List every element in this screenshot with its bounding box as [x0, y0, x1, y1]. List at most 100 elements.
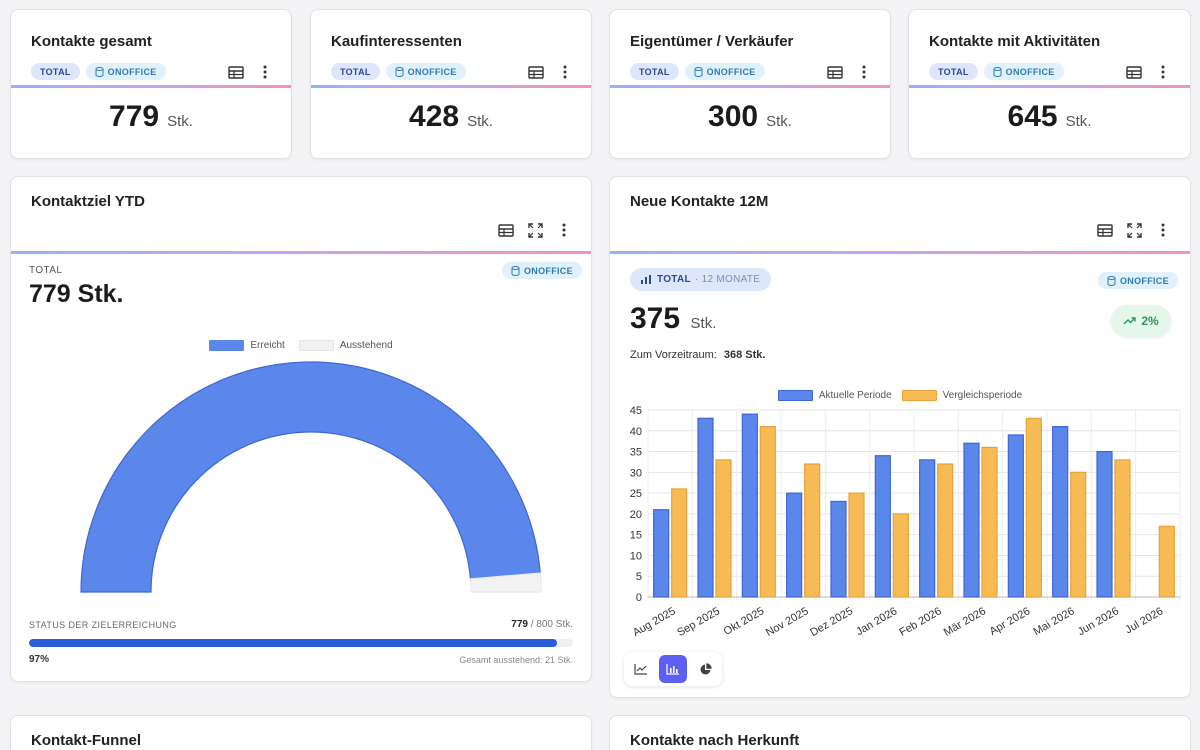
trend-value: 2%: [1141, 314, 1159, 328]
bar-current[interactable]: [741, 413, 758, 598]
bar-comparison[interactable]: [715, 459, 732, 598]
status-label: STATUS DER ZIELERREICHUNG: [29, 620, 177, 630]
bar-comparison[interactable]: [1025, 417, 1042, 598]
x-tick-label: Jan 2026: [854, 605, 899, 638]
source-label: ONOFFICE: [706, 66, 756, 77]
bar-current[interactable]: [1052, 426, 1069, 598]
bar-chart-icon: [666, 664, 679, 675]
total-badge: TOTAL: [630, 63, 679, 80]
compare-label: Zum Vorzeitraum:: [630, 349, 717, 361]
total-badge: TOTAL: [331, 63, 380, 80]
bar-comparison[interactable]: [671, 488, 688, 598]
source-badge: ONOFFICE: [983, 63, 1064, 80]
legend-label: Aktuelle Periode: [818, 390, 892, 401]
table-icon: [1097, 223, 1113, 237]
bar-comparison[interactable]: [1070, 471, 1087, 598]
y-tick-label: 5: [636, 571, 642, 583]
card-title: Neue Kontakte 12M: [630, 193, 769, 210]
legend-swatch: [777, 390, 813, 401]
trend-up-icon: [1123, 317, 1137, 325]
pill-period: · 12 MONATE: [694, 274, 761, 285]
x-tick-label: Okt 2025: [722, 605, 767, 638]
bar-comparison[interactable]: [937, 463, 954, 598]
table-view-button[interactable]: [825, 62, 845, 82]
bar-current[interactable]: [1007, 434, 1024, 598]
kpi-unit: Stk.: [1065, 113, 1092, 130]
y-tick-label: 40: [630, 426, 642, 438]
bar-comparison[interactable]: [892, 513, 909, 598]
bar-current[interactable]: [963, 442, 980, 598]
bar-comparison[interactable]: [804, 463, 821, 598]
legend-label: Vergleichsperiode: [942, 390, 1023, 401]
divider: [11, 251, 591, 254]
y-tick-label: 30: [630, 467, 642, 479]
more-menu-button[interactable]: [854, 62, 874, 82]
line-chart-button[interactable]: [627, 655, 655, 683]
x-tick-label: Sep 2025: [675, 605, 722, 639]
more-menu-button[interactable]: [555, 62, 575, 82]
table-icon: [1126, 65, 1142, 79]
progress-suffix: / 800 Stk.: [530, 619, 573, 630]
kpi-unit: Stk.: [766, 113, 792, 130]
bar-comparison[interactable]: [1114, 459, 1131, 598]
table-view-button[interactable]: [526, 62, 546, 82]
expand-button[interactable]: [525, 220, 545, 240]
chart-legend: Aktuelle Periode Vergleichsperiode: [610, 390, 1190, 401]
legend-item-achieved[interactable]: Erreicht: [209, 340, 285, 351]
divider: [610, 85, 890, 88]
more-menu-button[interactable]: [255, 62, 275, 82]
kpi-title: Kaufinteressenten: [331, 33, 462, 50]
table-view-button[interactable]: [1124, 62, 1144, 82]
legend-item-pending[interactable]: Ausstehend: [298, 340, 393, 351]
source-badge: ONOFFICE: [502, 262, 582, 279]
expand-icon: [527, 222, 543, 238]
legend-item-comparison[interactable]: Vergleichsperiode: [901, 390, 1023, 401]
source-label: ONOFFICE: [1120, 275, 1169, 286]
y-tick-label: 45: [630, 405, 642, 417]
kpi-value: 779: [109, 100, 160, 133]
table-view-button[interactable]: [1095, 220, 1115, 240]
table-view-button[interactable]: [496, 220, 516, 240]
gauge-segment-achieved[interactable]: [80, 361, 541, 593]
bar-chart-icon: [641, 275, 651, 284]
pie-chart-button[interactable]: [691, 655, 719, 683]
period-pill[interactable]: TOTAL · 12 MONATE: [630, 268, 772, 291]
progress-percent: 97%: [29, 654, 50, 665]
bar-current[interactable]: [786, 492, 803, 598]
bar-current[interactable]: [874, 455, 891, 598]
bar-comparison[interactable]: [759, 426, 776, 598]
source-label: ONOFFICE: [524, 265, 573, 276]
bar-comparison[interactable]: [1158, 525, 1175, 598]
more-menu-button[interactable]: [1153, 62, 1173, 82]
legend-swatch: [209, 340, 245, 351]
bar-comparison[interactable]: [981, 446, 998, 598]
gauge-segment-pending[interactable]: [469, 572, 542, 593]
table-icon: [528, 65, 544, 79]
table-icon: [498, 223, 514, 237]
total-badge: TOTAL: [929, 63, 978, 80]
more-menu-button[interactable]: [1153, 220, 1173, 240]
progress-track: [29, 639, 573, 647]
card-title: Kontakte nach Herkunft: [630, 732, 800, 749]
bar-comparison[interactable]: [848, 492, 865, 598]
source-badge: ONOFFICE: [684, 63, 765, 80]
legend-item-current[interactable]: Aktuelle Periode: [777, 390, 892, 401]
bar-current[interactable]: [919, 459, 936, 598]
bar-chart-button[interactable]: [659, 655, 687, 683]
table-view-button[interactable]: [226, 62, 246, 82]
bar-current[interactable]: [697, 417, 714, 598]
more-menu-button[interactable]: [554, 220, 574, 240]
source-label: ONOFFICE: [107, 66, 157, 77]
compare-value: 368 Stk.: [723, 349, 766, 361]
more-vertical-icon: [563, 65, 567, 79]
bar-current[interactable]: [830, 500, 847, 598]
kpi-card-buyers: Kaufinteressenten TOTAL ONOFFICE 428 Stk.: [310, 9, 592, 159]
more-vertical-icon: [1161, 65, 1165, 79]
goal-card: Kontaktziel YTD TOTAL 779 Stk. ONOFFICE …: [10, 176, 592, 682]
bar-current[interactable]: [653, 509, 670, 598]
expand-button[interactable]: [1124, 220, 1144, 240]
bar-current[interactable]: [1096, 450, 1113, 598]
new-contacts-value: 375: [630, 302, 681, 335]
chart-type-switcher: [624, 652, 722, 686]
expand-icon: [1126, 222, 1142, 238]
